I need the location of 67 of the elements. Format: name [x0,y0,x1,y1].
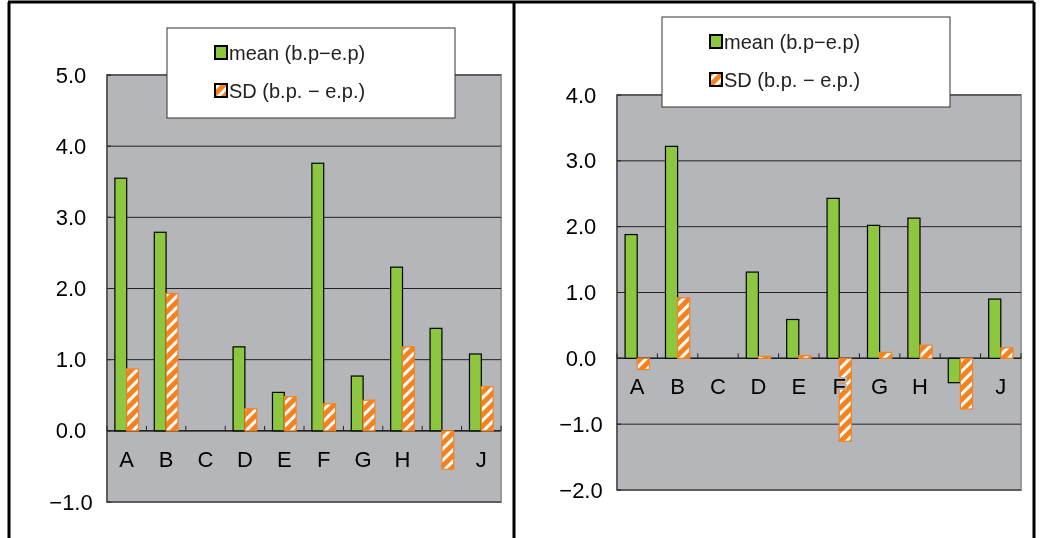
y-tick-label: 5.0 [55,62,87,88]
y-tick-label: 3.0 [55,204,87,230]
bar [232,346,246,432]
legend-label: SD (b.p. − e.p.) [724,69,861,91]
x-tick-label: E [276,446,292,472]
y-tick-label: 0.0 [55,418,87,444]
x-tick-label: C [710,374,727,400]
bar [390,266,404,432]
x-tick-label: A [119,446,135,472]
x-tick-label: D [236,446,253,472]
y-tick-label: 1.0 [565,280,597,305]
x-tick-label: J [475,446,487,472]
bar [271,391,285,432]
bar [959,357,974,410]
y-tick-label: −1.0 [559,411,603,437]
x-tick-label: G [871,374,889,400]
bar [879,351,893,359]
bar [677,297,691,359]
bar [114,177,128,432]
y-tick-label: 2.0 [55,276,87,301]
bar [429,327,443,432]
bar [786,318,800,359]
legend-label: mean (b.p−e.p) [724,31,861,53]
x-tick-label: G [354,446,372,472]
x-tick-label: D [750,374,767,400]
x-tick-label: H [394,446,411,472]
bar [866,224,881,359]
bar [919,344,933,359]
x-tick-label: B [158,446,174,472]
bar [664,145,679,359]
bar [244,408,258,432]
x-tick-label: F [316,446,331,472]
bar [165,292,179,432]
y-tick-label: 4.0 [565,82,597,108]
y-tick-label: −1.0 [49,489,93,515]
x-tick-label: C [197,446,214,472]
y-tick-label: 0.0 [565,345,597,371]
bar [1000,347,1014,359]
bar [441,430,455,470]
bar [745,271,759,359]
x-tick-label: B [670,374,685,400]
bar [468,353,482,432]
y-tick-label: −2.0 [559,477,603,503]
bar [907,217,921,359]
bar [350,375,364,432]
bar [362,399,376,432]
bar [988,298,1002,359]
bar [624,233,638,359]
legend-label: SD (b.p. − e.p.) [229,80,366,102]
y-tick-label: 4.0 [55,133,87,159]
y-tick-label: 1.0 [55,347,87,373]
x-tick-label: J [995,374,1007,400]
bar [480,386,494,432]
y-tick-label: 3.0 [565,148,597,174]
bar [826,197,840,359]
bar [311,162,325,432]
bar [323,403,337,432]
x-tick-label: E [791,374,807,400]
x-tick-label: H [912,374,928,400]
bar [126,368,140,432]
y-tick-label: 2.0 [565,214,597,240]
legend-label: mean (b.p−e.p) [229,42,366,64]
bar [798,355,812,359]
x-tick-label: A [629,374,645,400]
bar [636,357,650,371]
bar [283,396,297,432]
bar [401,346,415,432]
